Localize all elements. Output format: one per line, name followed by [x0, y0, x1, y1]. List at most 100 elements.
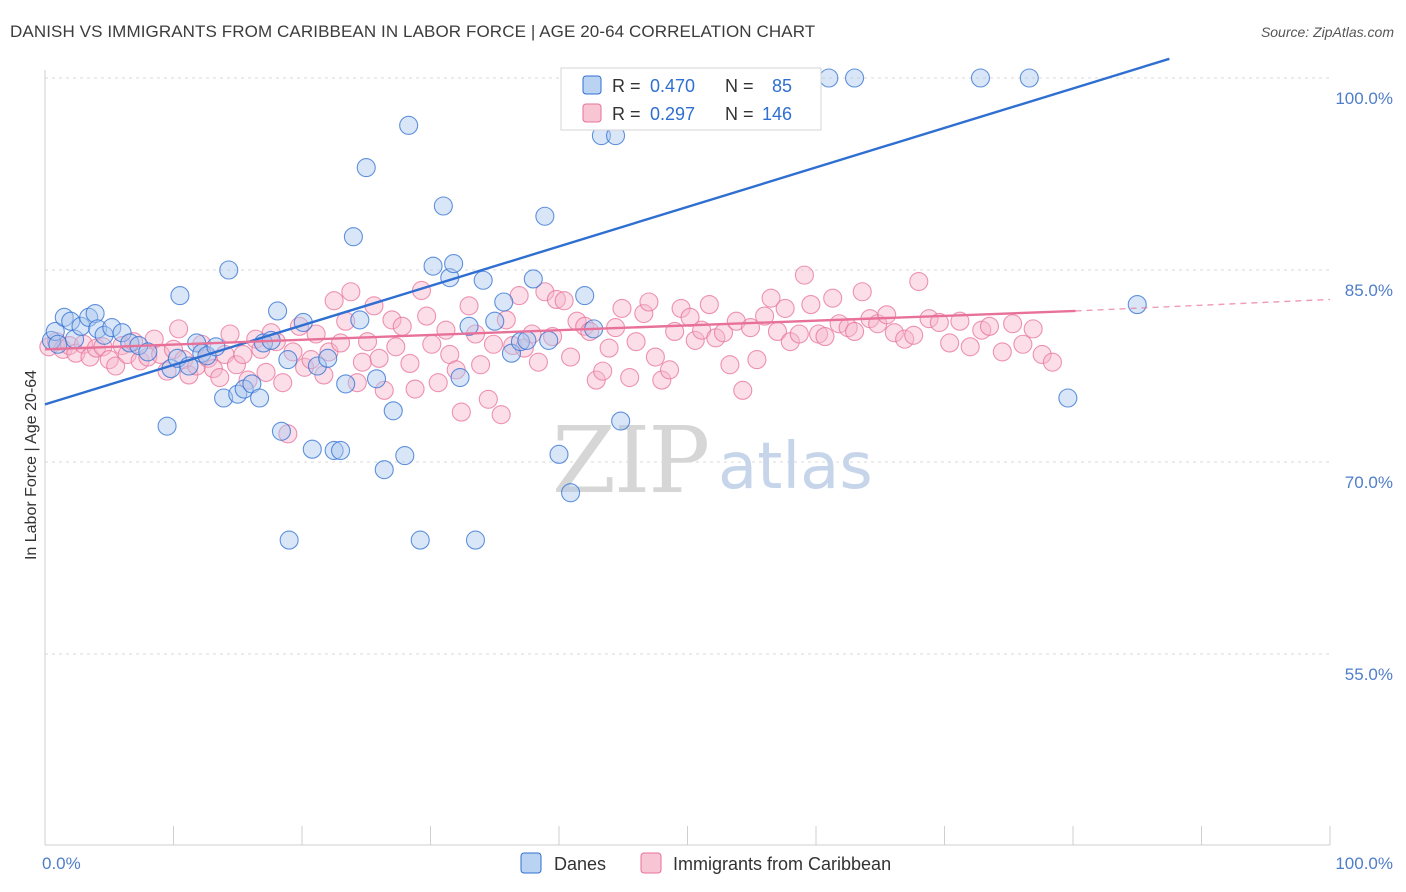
legend-n-value: 85: [772, 76, 792, 96]
data-point-caribbean: [256, 362, 276, 382]
data-point-caribbean: [491, 405, 511, 425]
data-point-caribbean: [877, 305, 897, 325]
data-point-danes: [444, 254, 464, 274]
data-point-danes: [485, 311, 505, 331]
data-point-caribbean: [471, 355, 491, 375]
data-point-caribbean: [659, 360, 680, 380]
data-point-danes: [459, 316, 479, 336]
data-point-caribbean: [699, 295, 719, 315]
data-point-danes: [336, 374, 356, 394]
data-point-danes: [302, 439, 322, 459]
data-point-caribbean: [612, 298, 632, 318]
data-point-danes: [324, 440, 344, 461]
data-point-caribbean: [620, 367, 640, 388]
data-point-caribbean: [554, 291, 574, 311]
data-point-caribbean: [352, 352, 372, 372]
data-point-caribbean: [1042, 352, 1062, 372]
data-point-caribbean: [226, 355, 247, 375]
data-point-danes: [535, 206, 555, 226]
data-point-caribbean: [720, 355, 740, 375]
x-tick-label: 0.0%: [42, 854, 81, 873]
data-point-danes: [494, 292, 514, 312]
data-point-caribbean: [324, 291, 344, 311]
data-point-caribbean: [747, 350, 767, 370]
data-point-danes: [366, 369, 387, 389]
data-point-danes: [228, 384, 248, 404]
data-point-caribbean: [535, 282, 555, 302]
x-tick-label: 100.0%: [1335, 854, 1393, 873]
data-point-caribbean: [884, 323, 904, 343]
data-point-caribbean: [1003, 314, 1023, 334]
legend-swatch-danes: [582, 75, 602, 95]
legend-r-label: R =: [612, 104, 641, 124]
data-point-danes: [549, 444, 569, 464]
data-point-danes: [85, 303, 105, 324]
data-point-danes: [170, 286, 190, 306]
legend-swatch-caribbean: [582, 103, 602, 123]
axes: [44, 70, 1331, 846]
data-point-caribbean: [405, 379, 425, 399]
data-point-caribbean: [755, 306, 775, 326]
stats-legend: R = 0.470 N = 85 R = 0.297 N = 146: [560, 67, 822, 131]
data-point-danes: [465, 530, 486, 550]
data-point-caribbean: [451, 402, 471, 422]
y-tick-labels: 55.0% 70.0% 85.0% 100.0%: [1335, 89, 1393, 684]
data-point-caribbean: [815, 327, 835, 347]
data-point-danes: [970, 68, 991, 88]
data-point-caribbean: [417, 306, 437, 326]
data-point-caribbean: [330, 333, 351, 353]
data-point-danes: [157, 416, 177, 436]
data-point-caribbean: [801, 295, 821, 315]
legend-r-value: 0.297: [650, 104, 695, 124]
data-point-caribbean: [392, 316, 412, 336]
data-point-danes: [395, 446, 415, 466]
data-point-danes: [279, 530, 299, 550]
data-point-danes: [374, 460, 394, 480]
data-point-danes: [268, 301, 288, 321]
legend-n-label: N =: [725, 104, 754, 124]
data-point-danes: [102, 318, 122, 338]
data-point-danes: [61, 311, 81, 331]
data-point-caribbean: [483, 334, 504, 354]
data-point-caribbean: [386, 337, 406, 357]
data-point-caribbean: [919, 309, 939, 329]
data-point-danes: [423, 256, 443, 276]
data-point-caribbean: [400, 353, 420, 373]
data-point-caribbean: [992, 342, 1012, 362]
data-point-danes: [450, 367, 470, 388]
watermark: ZIP atlas: [552, 407, 873, 514]
data-point-caribbean: [904, 325, 924, 345]
trend-lines: [44, 57, 1331, 406]
data-point-caribbean: [593, 361, 613, 381]
data-point-caribbean: [369, 348, 389, 368]
legend-n-label: N =: [725, 76, 754, 96]
data-point-caribbean: [599, 338, 619, 358]
trend-line-caribbean-extension: [1075, 298, 1331, 312]
data-point-caribbean: [522, 324, 542, 344]
data-point-danes: [399, 115, 419, 135]
legend-label-danes: Danes: [554, 854, 606, 874]
data-point-caribbean: [960, 337, 980, 357]
legend-r-value: 0.470: [650, 76, 695, 96]
data-point-danes: [410, 530, 430, 550]
data-point-caribbean: [528, 352, 548, 372]
legend-label-caribbean: Immigrants from Caribbean: [673, 854, 891, 874]
data-point-danes: [561, 483, 581, 503]
data-point-caribbean: [789, 324, 809, 344]
data-point-caribbean: [1023, 319, 1043, 339]
data-point-caribbean: [1032, 344, 1052, 365]
data-point-danes: [517, 330, 537, 350]
data-point-danes: [611, 411, 631, 431]
data-point-caribbean: [341, 282, 361, 302]
trend-line-danes: [44, 57, 1170, 406]
data-point-danes: [250, 388, 270, 408]
data-point-caribbean: [422, 334, 442, 354]
data-point-caribbean: [823, 288, 843, 308]
data-point-danes: [48, 334, 68, 354]
data-point-caribbean: [382, 310, 402, 330]
data-point-caribbean: [543, 327, 563, 347]
data-point-caribbean: [761, 288, 781, 308]
data-point-danes: [819, 68, 839, 88]
data-point-caribbean: [685, 330, 705, 350]
data-point-danes: [278, 350, 298, 370]
